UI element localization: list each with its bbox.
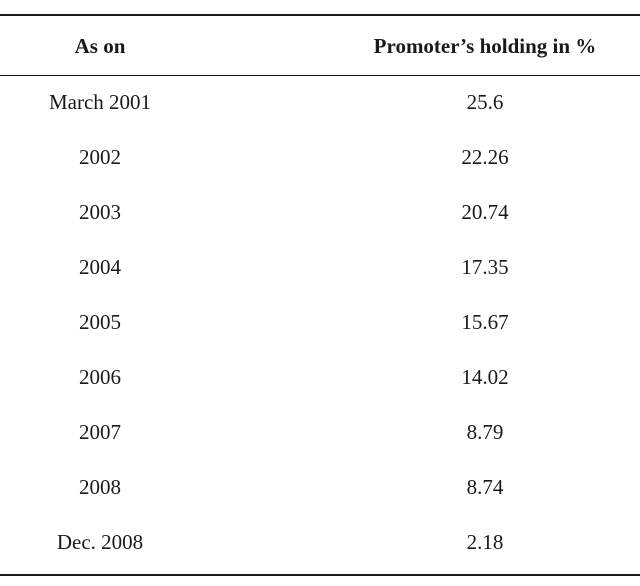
column-header-as-on: As on — [74, 34, 126, 58]
date-cell: 2005 — [79, 310, 121, 334]
holding-cell: 22.26 — [461, 145, 509, 169]
holding-cell: 17.35 — [461, 255, 509, 279]
holding-cell: 8.79 — [466, 420, 504, 444]
date-cell: 2008 — [79, 475, 121, 499]
table-row: 2007 8.79 — [0, 406, 640, 461]
holding-cell: 8.74 — [466, 475, 504, 499]
table-header-row: As on Promoter’s holding in % — [0, 16, 640, 76]
table-row: 2003 20.74 — [0, 186, 640, 241]
table-row: 2002 22.26 — [0, 131, 640, 186]
column-header-promoter-holding: Promoter’s holding in % — [373, 34, 597, 58]
table-row: 2005 15.67 — [0, 296, 640, 351]
date-cell: 2007 — [79, 420, 121, 444]
table-row: Dec. 2008 2.18 — [0, 516, 640, 571]
table-row: March 2001 25.6 — [0, 76, 640, 131]
date-cell: 2006 — [79, 365, 121, 389]
promoter-holding-table: As on Promoter’s holding in % March 2001… — [0, 14, 640, 576]
date-cell: 2003 — [79, 200, 121, 224]
holding-cell: 15.67 — [461, 310, 509, 334]
holding-cell: 14.02 — [461, 365, 509, 389]
date-cell: March 2001 — [48, 90, 152, 114]
date-cell: Dec. 2008 — [56, 530, 144, 554]
holding-cell: 20.74 — [461, 200, 509, 224]
holding-cell: 25.6 — [466, 90, 504, 114]
table-row: 2006 14.02 — [0, 351, 640, 406]
table-row: 2004 17.35 — [0, 241, 640, 296]
holding-cell: 2.18 — [466, 530, 504, 554]
date-cell: 2002 — [79, 145, 121, 169]
table-row: 2008 8.74 — [0, 461, 640, 516]
date-cell: 2004 — [79, 255, 121, 279]
